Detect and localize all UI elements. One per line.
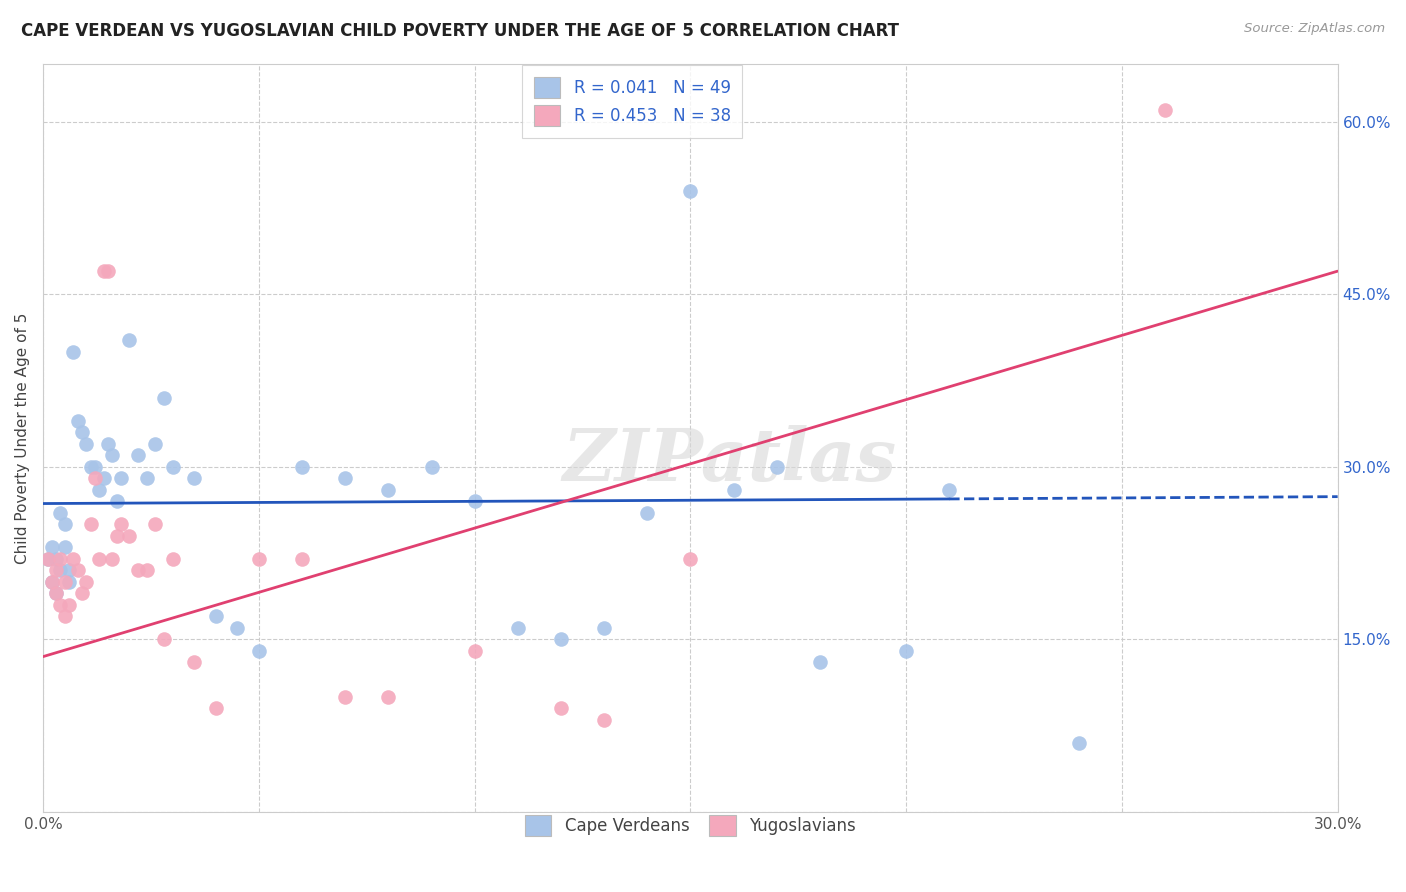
Point <box>593 621 616 635</box>
Point <box>66 414 89 428</box>
Text: ZIPatlas: ZIPatlas <box>562 425 896 496</box>
Legend: Cape Verdeans, Yugoslavians: Cape Verdeans, Yugoslavians <box>516 806 865 845</box>
Point <box>79 517 101 532</box>
Point <box>464 494 486 508</box>
Point <box>204 609 226 624</box>
Point <box>53 517 76 532</box>
Point <box>118 529 141 543</box>
Point <box>420 459 443 474</box>
Point <box>89 483 111 497</box>
Point <box>45 551 67 566</box>
Point <box>183 471 205 485</box>
Point <box>550 632 572 647</box>
Point <box>105 494 128 508</box>
Point <box>127 448 149 462</box>
Point <box>45 586 67 600</box>
Point <box>101 551 124 566</box>
Point <box>45 563 67 577</box>
Point <box>291 551 314 566</box>
Point <box>938 483 960 497</box>
Point <box>153 632 176 647</box>
Point <box>70 425 93 440</box>
Point <box>145 517 167 532</box>
Point <box>226 621 249 635</box>
Point <box>53 541 76 555</box>
Point <box>84 471 107 485</box>
Point <box>41 541 63 555</box>
Point <box>79 459 101 474</box>
Point <box>679 551 702 566</box>
Point <box>41 574 63 589</box>
Point <box>84 459 107 474</box>
Point <box>723 483 745 497</box>
Text: Source: ZipAtlas.com: Source: ZipAtlas.com <box>1244 22 1385 36</box>
Point <box>145 436 167 450</box>
Point <box>93 471 115 485</box>
Point <box>679 184 702 198</box>
Text: CAPE VERDEAN VS YUGOSLAVIAN CHILD POVERTY UNDER THE AGE OF 5 CORRELATION CHART: CAPE VERDEAN VS YUGOSLAVIAN CHILD POVERT… <box>21 22 898 40</box>
Point <box>101 448 124 462</box>
Point <box>110 517 132 532</box>
Point <box>808 656 831 670</box>
Point <box>49 598 72 612</box>
Point <box>110 471 132 485</box>
Point <box>70 586 93 600</box>
Y-axis label: Child Poverty Under the Age of 5: Child Poverty Under the Age of 5 <box>15 312 30 564</box>
Point <box>37 551 59 566</box>
Point <box>506 621 529 635</box>
Point <box>58 598 80 612</box>
Point <box>66 563 89 577</box>
Point <box>636 506 658 520</box>
Point <box>97 436 120 450</box>
Point <box>183 656 205 670</box>
Point <box>105 529 128 543</box>
Point <box>135 471 157 485</box>
Point <box>335 690 357 704</box>
Point <box>153 391 176 405</box>
Point <box>37 551 59 566</box>
Point <box>41 574 63 589</box>
Point <box>1154 103 1177 117</box>
Point <box>247 551 270 566</box>
Point <box>377 483 399 497</box>
Point <box>53 574 76 589</box>
Point <box>62 551 84 566</box>
Point <box>49 551 72 566</box>
Point <box>118 333 141 347</box>
Point <box>1067 736 1090 750</box>
Point <box>49 563 72 577</box>
Point <box>58 563 80 577</box>
Point <box>894 644 917 658</box>
Point <box>204 701 226 715</box>
Point <box>45 586 67 600</box>
Point <box>247 644 270 658</box>
Point <box>162 551 184 566</box>
Point <box>93 264 115 278</box>
Point <box>593 713 616 727</box>
Point <box>127 563 149 577</box>
Point <box>49 506 72 520</box>
Point <box>335 471 357 485</box>
Point <box>464 644 486 658</box>
Point <box>377 690 399 704</box>
Point <box>53 609 76 624</box>
Point <box>62 344 84 359</box>
Point <box>765 459 787 474</box>
Point <box>97 264 120 278</box>
Point <box>75 436 97 450</box>
Point <box>58 574 80 589</box>
Point <box>75 574 97 589</box>
Point <box>291 459 314 474</box>
Point <box>89 551 111 566</box>
Point <box>550 701 572 715</box>
Point <box>162 459 184 474</box>
Point <box>135 563 157 577</box>
